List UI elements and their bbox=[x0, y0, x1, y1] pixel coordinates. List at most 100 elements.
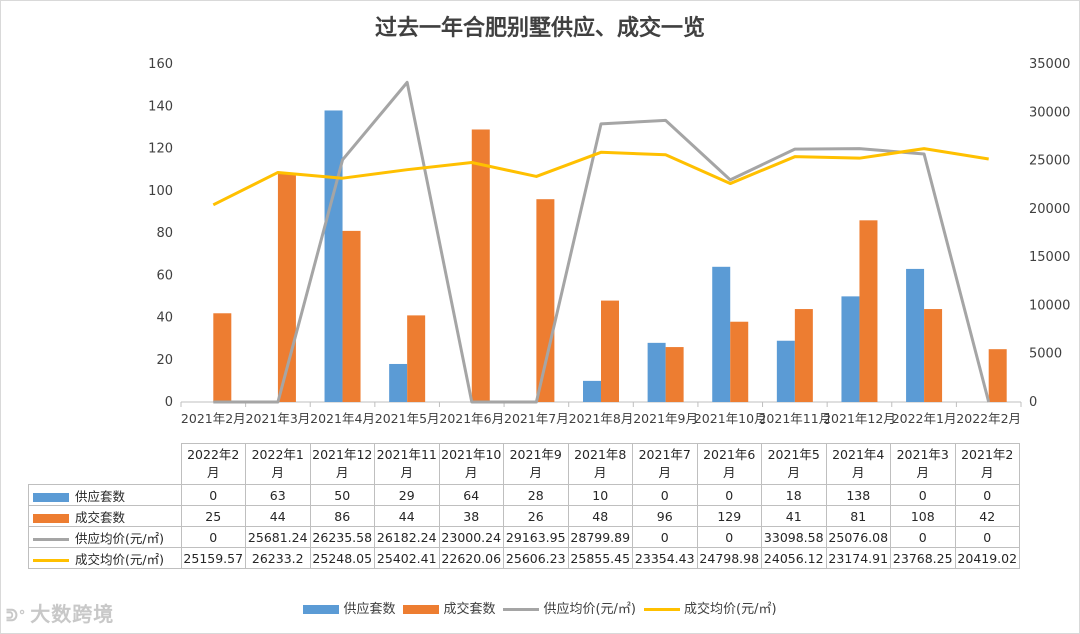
y-right-tick-label: 30000 bbox=[1029, 105, 1070, 120]
x-tick-label: 2021年11月 bbox=[758, 411, 831, 426]
table-row-label: 供应均价(元/㎡) bbox=[75, 530, 164, 546]
bar-deal bbox=[213, 313, 232, 402]
watermark: ᕲᐤ 大数跨境 bbox=[6, 598, 114, 627]
bar-deal bbox=[859, 220, 878, 402]
x-tick-label: 2021年5月 bbox=[375, 411, 440, 426]
table-cell: 25159.57 bbox=[180, 547, 246, 569]
table-cell: 0 bbox=[180, 484, 246, 506]
table-cell: 23174.91 bbox=[825, 547, 891, 569]
table-cell: 138 bbox=[825, 484, 891, 506]
table-cell: 33098.58 bbox=[761, 526, 827, 548]
table-cell: 25402.41 bbox=[374, 547, 440, 569]
watermark-logo-icon: ᕲᐤ bbox=[6, 606, 27, 625]
legend-item: 供应套数 bbox=[303, 598, 395, 617]
bar-supply bbox=[776, 340, 795, 402]
bar-deal bbox=[407, 315, 426, 402]
legend-item: 成交套数 bbox=[403, 598, 495, 617]
x-tick-labels: 2021年2月 2021年3月 2021年4月 2021年5月 2021年6月 2021年… bbox=[181, 411, 1021, 426]
bar-deal bbox=[342, 230, 361, 402]
table-cell: 23768.25 bbox=[890, 547, 956, 569]
table-cell: 38 bbox=[438, 505, 504, 527]
x-tick-label: 2021年9月 bbox=[633, 411, 698, 426]
bar-supply bbox=[906, 268, 925, 402]
table-cell: 26233.2 bbox=[245, 547, 311, 569]
table-cell: 25 bbox=[180, 505, 246, 527]
y-left-tick-label: 20 bbox=[156, 353, 173, 368]
table-period-header: 2021年9月 bbox=[503, 443, 569, 485]
legend-label: 供应套数 bbox=[343, 602, 396, 617]
combo-chart: 0 20 40 60 80 100 120 140 160 0 5000 10000 15000 2000… bbox=[148, 57, 1070, 426]
bar-supply bbox=[647, 342, 666, 402]
table-cell: 0 bbox=[632, 484, 698, 506]
table-cell: 24798.98 bbox=[696, 547, 762, 569]
table-cell: 0 bbox=[954, 526, 1020, 548]
table-period-header: 2021年11月 bbox=[374, 443, 440, 485]
table-cell: 64 bbox=[438, 484, 504, 506]
table-period-header: 2021年2月 bbox=[954, 443, 1020, 485]
table-period-header: 2021年8月 bbox=[567, 443, 633, 485]
table-cell: 25248.05 bbox=[309, 547, 375, 569]
bar-series bbox=[213, 110, 1007, 403]
y-right-tick-label: 35000 bbox=[1029, 57, 1070, 72]
table-cell: 26235.58 bbox=[309, 526, 375, 548]
legend-label: 成交均价(元/㎡) bbox=[684, 602, 777, 617]
table-row: 成交套数 25 44 86 44 38 26 48 96 129 41 81 108 42 bbox=[28, 505, 1020, 527]
y-right-tick-label: 5000 bbox=[1029, 347, 1062, 362]
bar-deal bbox=[988, 349, 1007, 402]
table-row: 供应均价(元/㎡) 0 25681.24 26235.58 26182.24 23000.… bbox=[28, 526, 1020, 548]
legend-key-icon bbox=[644, 608, 681, 611]
x-tick-label: 2021年8月 bbox=[569, 411, 634, 426]
x-tick-label: 2022年1月 bbox=[892, 411, 957, 426]
table-cell: 81 bbox=[825, 505, 891, 527]
table-row: 供应套数 0 63 50 29 64 28 10 0 0 18 138 0 0 bbox=[28, 484, 1020, 506]
table-cell: 18 bbox=[761, 484, 827, 506]
table-cell: 10 bbox=[567, 484, 633, 506]
table-cell: 63 bbox=[245, 484, 311, 506]
legend-key-icon bbox=[33, 492, 69, 502]
y-right-tick-label: 25000 bbox=[1029, 154, 1070, 169]
legend-label: 成交套数 bbox=[443, 602, 496, 617]
table-period-header: 2021年3月 bbox=[890, 443, 956, 485]
bar-deal bbox=[924, 309, 943, 402]
legend-key-icon bbox=[33, 537, 69, 541]
table-row-label: 成交均价(元/㎡) bbox=[75, 551, 164, 567]
table-cell: 41 bbox=[761, 505, 827, 527]
bar-deal bbox=[277, 173, 296, 402]
table-cell: 42 bbox=[954, 505, 1020, 527]
line-series bbox=[212, 80, 991, 404]
table-period-header: 2021年10月 bbox=[438, 443, 504, 485]
table-cell: 29 bbox=[374, 484, 440, 506]
bar-deal bbox=[536, 199, 555, 402]
y-left-tick-label: 0 bbox=[165, 395, 173, 410]
bar-deal bbox=[665, 347, 684, 402]
legend-item: 成交均价(元/㎡) bbox=[644, 598, 777, 617]
bar-supply bbox=[324, 110, 343, 402]
table-cell: 48 bbox=[567, 505, 633, 527]
table-cell: 25076.08 bbox=[825, 526, 891, 548]
table-cell: 25855.45 bbox=[567, 547, 633, 569]
table-period-header: 2021年5月 bbox=[761, 443, 827, 485]
table-period-header: 2021年4月 bbox=[825, 443, 891, 485]
y-left-tick-label: 120 bbox=[148, 142, 173, 157]
table-cell: 23354.43 bbox=[632, 547, 698, 569]
legend-key-icon bbox=[33, 558, 69, 562]
table-cell: 28 bbox=[503, 484, 569, 506]
table-row-label: 成交套数 bbox=[75, 509, 126, 525]
table-cell: 0 bbox=[632, 526, 698, 548]
table-cell: 0 bbox=[890, 526, 956, 548]
table-header-row: 2022年2月 2022年1月 2021年12月 2021年11月 2021年10月 20… bbox=[28, 443, 1020, 485]
legend-item: 供应均价(元/㎡) bbox=[503, 598, 636, 617]
y-left-tick-label: 80 bbox=[156, 226, 173, 241]
x-tick-label: 2021年7月 bbox=[504, 411, 569, 426]
table-cell: 26 bbox=[503, 505, 569, 527]
watermark-text: 大数跨境 bbox=[30, 602, 115, 626]
x-tick-label: 2021年3月 bbox=[246, 411, 311, 426]
x-tick-label: 2021年4月 bbox=[310, 411, 375, 426]
table-cell: 0 bbox=[890, 484, 956, 506]
table-cell: 44 bbox=[245, 505, 311, 527]
table-cell: 0 bbox=[696, 526, 762, 548]
y-left-tick-label: 40 bbox=[156, 311, 173, 326]
x-tick-label: 2021年6月 bbox=[439, 411, 504, 426]
table-row-label: 供应套数 bbox=[75, 488, 126, 504]
table-cell: 20419.02 bbox=[954, 547, 1020, 569]
